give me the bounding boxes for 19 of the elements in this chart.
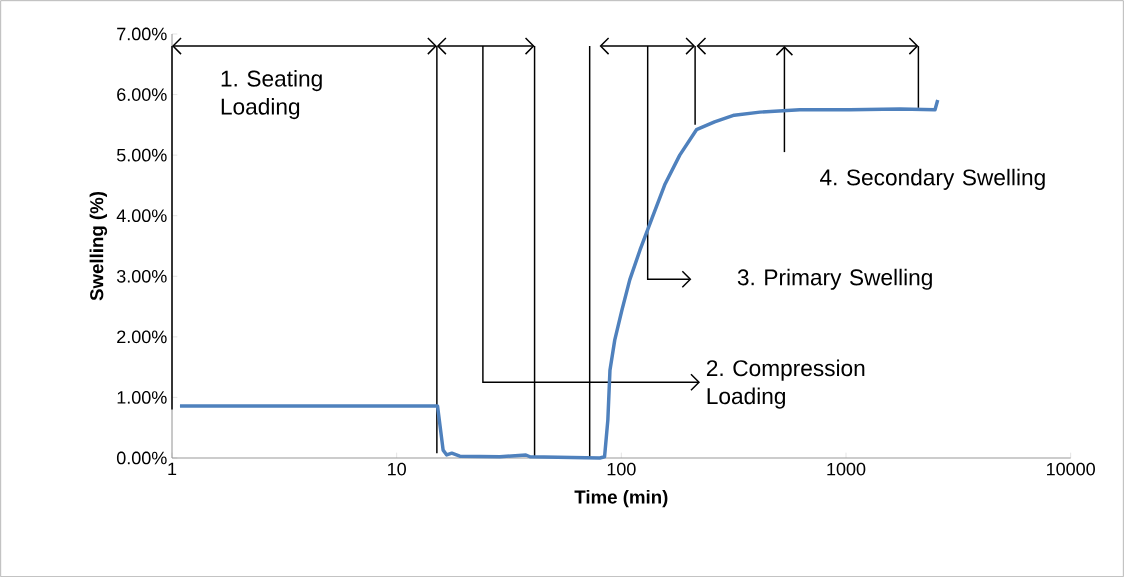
y-tick-label: 1.00%	[117, 390, 167, 404]
y-axis-title: Swelling (%)	[89, 191, 108, 301]
x-tick-label: 100	[607, 462, 636, 476]
y-tick-label: 0.00%	[116, 451, 167, 465]
y-tick-label: 4.00%	[116, 209, 167, 222]
annotation: 2. Compression Loading	[706, 359, 865, 409]
y-tick-label: 2.00%	[117, 330, 167, 344]
annotation: 3. Primary Swelling	[737, 268, 932, 290]
y-tick-label: 5.00%	[116, 148, 167, 162]
x-tick-label: 1000	[827, 462, 866, 476]
x-tick-label: 1	[168, 462, 177, 475]
annotation: 1. Seating Loading	[221, 69, 322, 119]
y-tick-label: 6.00%	[117, 88, 167, 101]
y-tick-label: 3.00%	[116, 269, 167, 283]
x-tick-label: 10	[388, 462, 406, 476]
x-tick-label: 10000	[1047, 462, 1095, 476]
x-axis-title: Time (min)	[574, 489, 668, 508]
annotation: 4. Secondary Swelling	[820, 168, 1045, 190]
y-tick-label: 7.00%	[117, 27, 167, 41]
